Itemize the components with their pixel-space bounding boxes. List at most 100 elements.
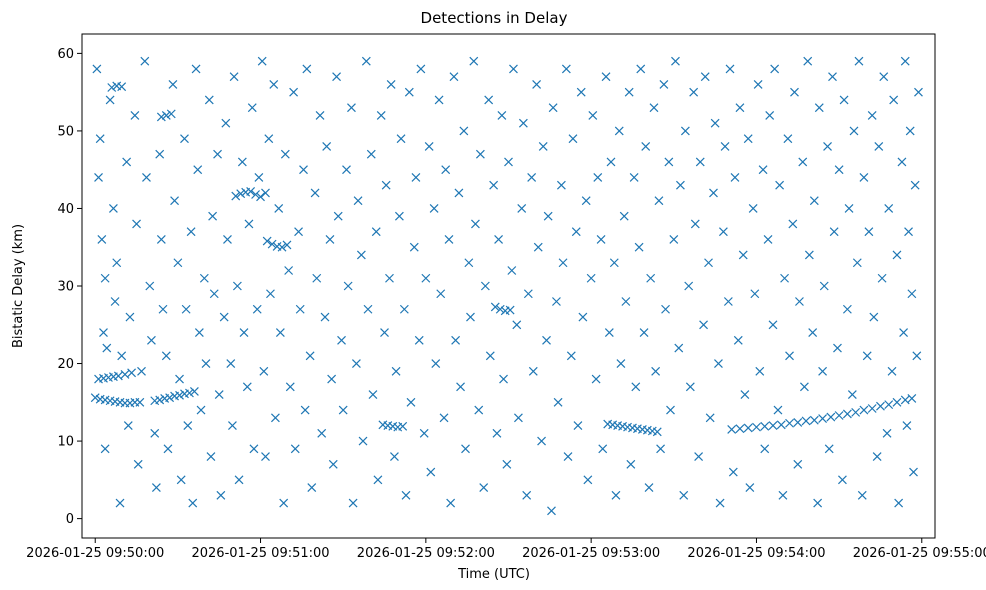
data-point <box>704 258 713 268</box>
data-point <box>394 211 404 221</box>
data-point <box>876 401 885 411</box>
data-point <box>899 328 909 337</box>
data-point <box>451 335 461 345</box>
data-point <box>723 297 733 306</box>
data-point <box>710 118 720 128</box>
data-point <box>229 72 239 82</box>
data-point <box>320 312 330 322</box>
data-point <box>419 428 429 438</box>
data-point <box>619 211 629 221</box>
data-point <box>573 421 583 430</box>
data-point <box>385 273 394 283</box>
data-point <box>907 394 917 403</box>
data-point <box>685 382 695 392</box>
data-point <box>196 405 206 415</box>
data-point <box>833 343 842 353</box>
data-point <box>181 304 191 314</box>
data-point <box>517 204 527 213</box>
data-point <box>528 366 538 376</box>
data-point <box>368 390 378 399</box>
data-point <box>232 281 242 291</box>
data-point <box>578 312 588 322</box>
data-point <box>290 444 300 454</box>
data-point <box>92 64 102 74</box>
data-point <box>728 467 738 477</box>
data-point <box>163 444 173 454</box>
data-point <box>849 126 859 136</box>
data-point <box>337 335 346 345</box>
data-point <box>556 180 566 190</box>
data-point <box>793 459 803 469</box>
data-point <box>348 498 358 508</box>
data-point <box>267 239 277 249</box>
x-tick-label: 2026-01-25 09:54:00 <box>687 546 825 561</box>
data-point <box>133 459 143 469</box>
data-point <box>914 87 923 97</box>
data-point <box>695 157 705 167</box>
data-point <box>497 110 507 120</box>
data-point <box>740 390 750 399</box>
data-point <box>333 211 343 221</box>
data-point <box>852 258 862 268</box>
data-point <box>765 110 775 120</box>
data-point <box>675 180 685 190</box>
data-point <box>461 444 470 454</box>
y-tick-label: 30 <box>57 280 74 295</box>
data-point <box>294 227 303 237</box>
data-point <box>414 335 424 345</box>
data-point <box>155 149 165 159</box>
data-point <box>161 351 171 361</box>
y-tick-label: 50 <box>57 124 74 139</box>
data-point <box>110 297 120 306</box>
data-point <box>213 149 222 159</box>
data-point <box>282 240 292 250</box>
data-point <box>132 219 141 229</box>
data-point <box>857 490 867 500</box>
data-point <box>165 393 175 403</box>
data-point <box>261 188 270 198</box>
data-point <box>269 79 279 89</box>
data-point <box>755 366 765 376</box>
x-tick-label: 2026-01-25 09:55:00 <box>853 546 986 561</box>
data-point <box>140 56 150 66</box>
data-point <box>249 444 259 454</box>
chart-title: Detections in Delay <box>421 9 568 27</box>
data-point <box>834 165 844 175</box>
data-point <box>783 134 793 144</box>
data-point <box>264 134 274 144</box>
data-point <box>649 103 659 113</box>
data-point <box>176 475 186 485</box>
data-point <box>818 414 828 424</box>
data-point <box>409 242 419 252</box>
data-point <box>644 483 654 493</box>
data-point <box>773 405 783 415</box>
data-point <box>209 289 219 299</box>
data-point <box>793 418 803 427</box>
data-point <box>156 112 166 122</box>
data-point <box>527 173 537 182</box>
data-point <box>601 72 611 82</box>
y-tick-label: 10 <box>57 435 74 450</box>
data-point <box>356 250 366 260</box>
data-point <box>785 418 794 428</box>
data-point <box>571 227 581 237</box>
x-tick-label: 2026-01-25 09:51:00 <box>191 546 329 561</box>
data-point <box>494 235 504 244</box>
data-point <box>561 64 571 74</box>
data-point <box>548 103 558 113</box>
data-point <box>768 421 778 430</box>
data-point <box>201 359 211 368</box>
data-point <box>274 204 284 213</box>
x-tick-label: 2026-01-25 09:53:00 <box>522 546 660 561</box>
data-point <box>441 165 451 175</box>
data-point <box>869 312 879 322</box>
data-point <box>312 273 322 283</box>
x-axis-ticks: 2026-01-25 09:50:00 2026-01-25 09:51:00 20… <box>26 538 986 561</box>
data-point <box>502 459 512 469</box>
data-point <box>361 56 371 66</box>
data-point <box>325 235 335 244</box>
data-point <box>842 304 852 314</box>
data-point <box>396 134 406 144</box>
data-point <box>332 72 342 82</box>
data-point <box>552 297 561 306</box>
